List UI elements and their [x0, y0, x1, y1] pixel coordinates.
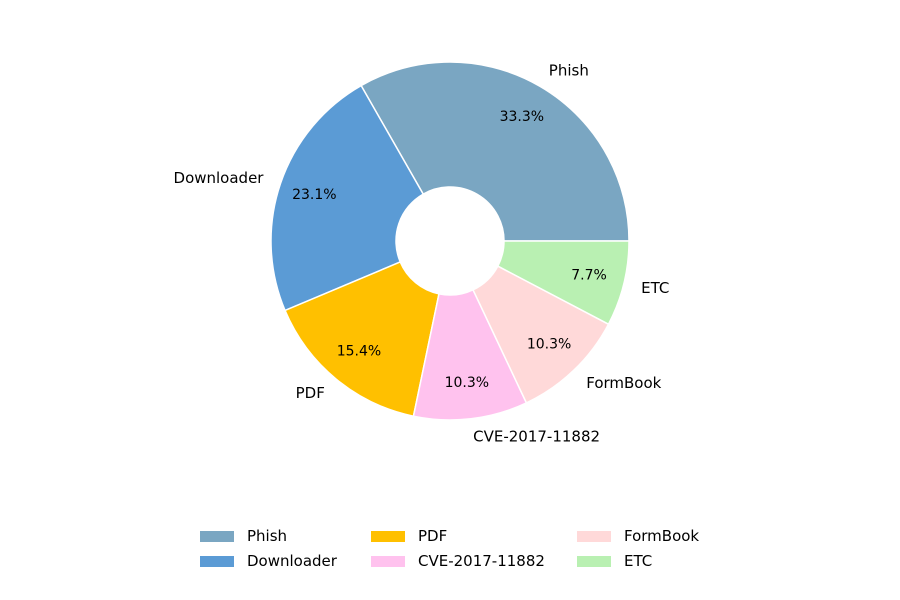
legend-label-cve-2017-11882: CVE-2017-11882: [418, 552, 545, 570]
legend-label-etc: ETC: [624, 552, 652, 570]
legend-swatch-downloader: [200, 556, 234, 567]
legend-swatch-pdf: [371, 531, 405, 542]
slice-formbook: [472, 265, 610, 404]
slice-cve-2017-11882: [412, 288, 528, 421]
legend-label-phish: Phish: [247, 527, 287, 545]
slice-phish: [360, 61, 630, 242]
legend-label-downloader: Downloader: [247, 552, 338, 570]
chart-slices: [270, 61, 630, 421]
slice-downloader: [270, 84, 425, 312]
category-label-cve-2017-11882: CVE-2017-11882: [473, 428, 600, 446]
pct-label-pdf: 15.4%: [337, 344, 381, 360]
chart-legend: Phish Downloader PDF CVE-2017-11882 FormBook…: [200, 527, 699, 570]
category-label-etc: ETC: [641, 279, 669, 297]
legend-swatch-cve-2017-11882: [371, 556, 405, 567]
pct-label-phish: 33.3%: [500, 109, 544, 125]
category-label-phish: Phish: [549, 62, 589, 80]
category-label-downloader: Downloader: [174, 169, 265, 187]
legend-label-pdf: PDF: [418, 527, 447, 545]
category-label-formbook: FormBook: [586, 374, 661, 392]
legend-swatch-formbook: [577, 531, 611, 542]
legend-label-formbook: FormBook: [624, 527, 699, 545]
pct-label-downloader: 23.1%: [292, 187, 336, 203]
slice-pdf: [284, 260, 440, 418]
pct-label-cve-2017-11882: 10.3%: [445, 375, 489, 391]
slice-etc: [496, 240, 630, 326]
legend-swatch-etc: [577, 556, 611, 567]
pct-label-etc: 7.7%: [571, 267, 607, 283]
chart-labels: 33.3% Phish 23.1% Downloader 15.4% PDF 10.3% CV…: [174, 62, 670, 446]
pct-label-formbook: 10.3%: [527, 336, 571, 352]
legend-swatch-phish: [200, 531, 234, 542]
category-label-pdf: PDF: [296, 384, 325, 402]
